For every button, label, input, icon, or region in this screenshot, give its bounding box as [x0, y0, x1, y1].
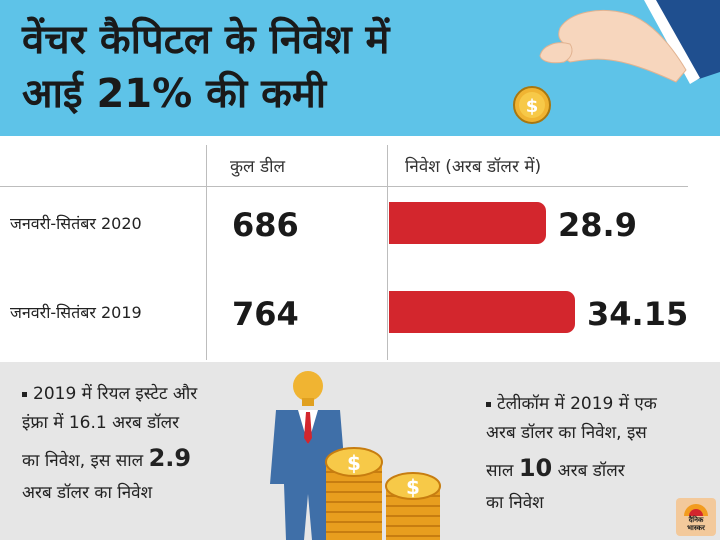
note-right-line-4: का निवेश [486, 492, 544, 513]
bullet-icon [486, 401, 491, 407]
hand-dropping-coin-icon: $ [513, 0, 720, 124]
note-left: 2019 में रियल इस्टेट और इंफ्रा में 16.1 … [22, 380, 197, 507]
note-right-line-3: साल 10 अरब डॉलर [486, 453, 625, 482]
svg-text:$: $ [406, 475, 420, 499]
note-left-line-3: का निवेश, इस साल 2.9 [22, 443, 192, 472]
row-label: जनवरी-सितंबर 2020 [10, 214, 142, 233]
logo-text-2: भास्कर [687, 524, 705, 532]
svg-text:$: $ [347, 451, 361, 475]
investment-value-label: 34.15 [587, 295, 689, 333]
dainik-bhaskar-logo: दैनिक भास्कर [676, 498, 716, 536]
note-left-line-4: अरब डॉलर का निवेश [22, 482, 153, 503]
deal-count: 686 [232, 206, 299, 244]
coin-stack-icon: $ $ [325, 447, 441, 540]
column-divider-2 [387, 145, 388, 360]
sun-logo-icon [684, 504, 708, 516]
note-right-line-1: टेलीकॉम में 2019 में एक [486, 390, 657, 419]
logo-text-1: दैनिक [688, 516, 704, 524]
investment-bar [389, 202, 546, 244]
note-left-line-2: इंफ्रा में 16.1 अरब डॉलर [22, 412, 180, 433]
header-divider [0, 186, 688, 187]
column-header-deals: कुल डील [230, 157, 286, 177]
header-banner: वेंचर कैपिटल के निवेश में आई 21% की कमी … [0, 0, 720, 136]
row-label: जनवरी-सितंबर 2019 [10, 303, 142, 322]
investment-bar [389, 291, 575, 333]
note-right-line-2: अरब डॉलर का निवेश, इस [486, 422, 647, 443]
column-divider-1 [206, 145, 207, 360]
svg-text:$: $ [526, 96, 539, 117]
businessman-with-coins-illustration: $ $ [270, 371, 441, 540]
bullet-icon [22, 391, 27, 397]
deal-count: 764 [232, 295, 299, 333]
column-header-investment: निवेश (अरब डॉलर में) [405, 157, 542, 177]
title-line-2: आई 21% की कमी [22, 71, 327, 117]
title-line-1: वेंचर कैपिटल के निवेश में [22, 17, 390, 63]
note-right: टेलीकॉम में 2019 में एक अरब डॉलर का निवे… [486, 390, 657, 517]
investment-value-label: 28.9 [558, 206, 637, 244]
note-left-line-1: 2019 में रियल इस्टेट और [22, 380, 197, 409]
